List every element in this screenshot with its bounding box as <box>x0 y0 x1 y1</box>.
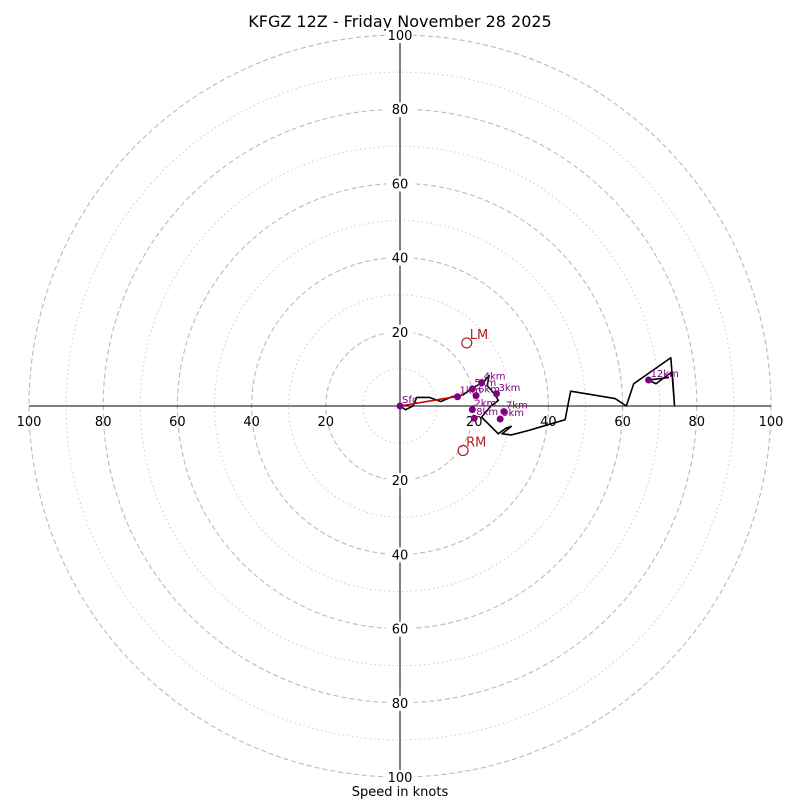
height-marker-5km <box>468 385 476 393</box>
y-tick-neg-20-bg <box>386 473 414 489</box>
tick-labels: 2020202040404040606060608080808010010010… <box>17 28 784 786</box>
storm-motion-markers: LM RM <box>457 328 488 457</box>
y-tick-pos-100-bg <box>386 28 414 43</box>
y-tick-neg-60-bg <box>386 621 414 637</box>
x-tick-pos-100: 100 <box>759 415 784 430</box>
y-tick-pos-60-bg <box>386 176 414 192</box>
height-marker-12km <box>645 376 653 384</box>
x-tick-pos-20: 20 <box>466 415 483 430</box>
y-tick-neg-80: 80 <box>392 697 409 712</box>
chart-title: KFGZ 12Z - Friday November 28 2025 <box>248 12 551 31</box>
y-tick-neg-40-bg <box>386 547 414 563</box>
storm-motion-marker-lm <box>461 337 473 349</box>
height-markers: Sfc1km2km3km4km5km6km7km8km9km12km <box>396 369 679 423</box>
height-label-8km: 8km <box>476 407 498 418</box>
height-marker-2km <box>468 406 476 414</box>
y-tick-pos-40: 40 <box>392 252 409 267</box>
height-label-6km: 6km <box>478 385 500 396</box>
y-tick-neg-100: 100 <box>388 771 413 786</box>
x-tick-neg-60: 60 <box>169 415 186 430</box>
height-label-3km: 3km <box>498 383 520 394</box>
x-tick-neg-80: 80 <box>95 415 112 430</box>
height-marker-1km <box>454 393 462 401</box>
height-label-7km: 7km <box>506 401 528 412</box>
height-label-2km: 2km <box>474 399 496 410</box>
x-tick-neg-100: 100 <box>17 415 42 430</box>
storm-motion-label-rm: RM <box>466 436 486 451</box>
x-tick-neg-20: 20 <box>318 415 335 430</box>
y-tick-pos-100: 100 <box>388 29 413 44</box>
y-tick-neg-80-bg <box>386 695 414 711</box>
height-marker-7km <box>500 408 508 416</box>
height-marker-sfc <box>396 402 404 410</box>
hodograph-trace <box>399 356 676 436</box>
y-tick-neg-60: 60 <box>392 623 409 638</box>
height-marker-6km <box>472 392 480 400</box>
height-marker-9km <box>496 415 504 423</box>
y-tick-neg-20: 20 <box>392 474 409 489</box>
storm-motion-label-lm: LM <box>470 328 488 343</box>
y-tick-pos-40-bg <box>386 250 414 266</box>
y-tick-pos-80: 80 <box>392 103 409 118</box>
height-marker-3km <box>492 390 500 398</box>
height-label-12km: 12km <box>651 369 679 380</box>
height-label-9km: 9km <box>502 408 524 419</box>
height-marker-4km <box>478 379 486 387</box>
x-axis-label: Speed in knots <box>352 785 449 800</box>
wind-trace-line <box>399 356 676 436</box>
y-tick-neg-100-bg <box>386 770 414 785</box>
x-tick-pos-60: 60 <box>614 415 631 430</box>
x-tick-neg-40: 40 <box>243 415 260 430</box>
y-tick-pos-20: 20 <box>392 326 409 341</box>
y-tick-pos-60: 60 <box>392 177 409 192</box>
height-label-sfc: Sfc <box>402 395 417 406</box>
y-tick-pos-20-bg <box>386 324 414 340</box>
height-label-4km: 4km <box>484 372 506 383</box>
y-tick-neg-40: 40 <box>392 548 409 563</box>
x-tick-pos-80: 80 <box>689 415 706 430</box>
height-label-5km: 5km <box>474 378 496 389</box>
height-marker-8km <box>470 414 478 422</box>
storm-motion-marker-rm <box>457 444 469 457</box>
y-tick-pos-80-bg <box>386 102 414 118</box>
